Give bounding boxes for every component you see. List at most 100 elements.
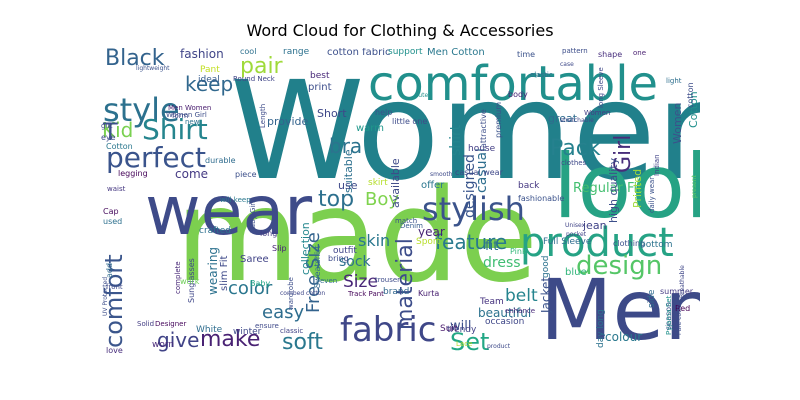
word-pure-cotton: Pure cotton: [676, 300, 683, 335]
word-men: Men: [540, 261, 700, 355]
word-trouser: trouser: [375, 276, 401, 284]
word-slim-fit: slim Fit: [219, 255, 230, 291]
word-saree: Saree: [240, 254, 269, 265]
word-made: made: [175, 162, 539, 311]
word-boy: Boy: [365, 189, 400, 210]
word-shape: shape: [598, 50, 623, 59]
word-brand: brand: [383, 287, 410, 297]
word-smooth: smooth: [430, 171, 453, 178]
word-present: present: [691, 175, 698, 198]
word-cool: cool: [240, 48, 257, 56]
word-look: look: [553, 135, 700, 238]
word-pink: Pink: [510, 247, 527, 256]
word-jacket: Jacket: [539, 276, 553, 313]
word-even: even: [320, 277, 338, 285]
word-design: design: [576, 251, 663, 281]
word-blue: blue: [565, 267, 587, 278]
word-cotton-fabric: cotton fabric: [327, 48, 391, 58]
word-beautiful: beautiful: [478, 306, 532, 320]
word-designed: designed: [462, 154, 478, 218]
word-full-sleeve: Full Sleeve: [543, 237, 592, 247]
word-skirt: skirt: [368, 178, 388, 188]
word-ideal: ideal: [198, 75, 220, 85]
word-style: style: [103, 91, 180, 129]
word-cute: cute: [415, 92, 429, 99]
word-unisex: Unisex: [565, 222, 586, 229]
word-kid: Kid: [102, 118, 134, 142]
word-breathable: Breathable: [679, 265, 686, 298]
word-suit: Suit: [440, 324, 458, 334]
word-size: Size: [343, 272, 378, 292]
word-women-girl: Women Girl: [166, 111, 207, 119]
word-comfortable: comfortable: [368, 56, 659, 112]
word-durable: durable: [205, 156, 236, 165]
word-cloud: Women made look Men comfortable wear pro…: [100, 48, 700, 355]
word-front: front: [106, 283, 123, 291]
word-wearing: wearing: [206, 246, 220, 295]
word-bottom: bottom: [640, 240, 673, 250]
word-women: Women: [230, 53, 700, 211]
word-sock: sock: [339, 254, 371, 270]
word-daily-wear: daily wear: [648, 176, 656, 213]
word-fashionable: fashionable: [518, 194, 565, 203]
word-men-cotton: Men Cotton: [427, 48, 485, 58]
word-crafted: crafted: [199, 226, 231, 236]
word-long: long: [260, 229, 278, 238]
word-back: back: [518, 181, 540, 191]
word-fit: fit: [485, 239, 499, 254]
word-color: color: [228, 278, 273, 299]
word-men-women: Men Women: [168, 104, 212, 112]
word-summer: summer: [660, 287, 694, 296]
word-track-pant: Track Pant: [348, 290, 384, 298]
word-outfit: outfit: [333, 246, 357, 256]
word-stylish: stylish: [422, 190, 525, 228]
word-kurta: Kurta: [418, 289, 440, 298]
word-red: Red: [675, 304, 691, 313]
word-bra: bra: [329, 134, 363, 158]
word-indian: Indian: [653, 154, 661, 176]
word-pattern: pattern: [562, 48, 588, 55]
word-wear: wear: [145, 172, 313, 251]
word-baby: Baby: [250, 279, 271, 288]
word-jean: jean: [583, 219, 607, 232]
word-top: top: [318, 187, 355, 212]
word-will-keep: will keep: [220, 196, 251, 204]
word-enhance: enhance: [505, 307, 536, 315]
word-white: White: [196, 325, 223, 335]
word-lace: Lace: [456, 340, 473, 348]
word-gift: gift: [101, 122, 113, 130]
word-one: one: [633, 49, 647, 57]
word-trendy: trendy: [447, 325, 477, 335]
word-combed-cotton: combed cotton: [280, 290, 326, 297]
word-shirt: shirt: [448, 124, 464, 156]
word-day-long: day long: [596, 309, 606, 348]
word-bring: bring: [328, 254, 349, 263]
word-pair: pair: [240, 54, 283, 79]
word-occasion: occasion: [485, 317, 525, 327]
word-premium: premium: [494, 102, 503, 138]
word-short: Short: [317, 107, 347, 120]
word-shirt-big: Shirt: [142, 113, 208, 146]
word-use: use: [338, 179, 358, 192]
word-classic: classic: [280, 327, 304, 335]
word-warm: warm: [356, 123, 384, 134]
word-collection: collection: [299, 222, 312, 275]
word-feature: feature: [435, 230, 508, 254]
word-t: T: [103, 118, 118, 146]
word-high-quality: high quality: [607, 157, 620, 223]
word-women-right: Women: [584, 109, 611, 117]
word-uv-protected: UV Protected: [102, 276, 109, 316]
word-body: body: [508, 90, 528, 99]
word-give: give: [157, 328, 200, 352]
word-ensure: ensure: [255, 322, 279, 330]
word-provide: provide: [267, 115, 309, 128]
word-soft: soft: [282, 330, 323, 355]
word-lightweight: lightweight: [136, 65, 170, 72]
word-add: add: [105, 262, 114, 278]
word-team: Team: [480, 297, 504, 307]
word-waist: waist: [107, 185, 126, 193]
word-belt: belt: [505, 286, 538, 306]
word-make: make: [200, 327, 261, 352]
word-product: product: [520, 220, 674, 266]
word-love: love: [106, 346, 123, 355]
